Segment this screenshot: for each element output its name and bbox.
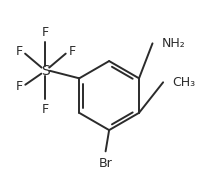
Text: F: F bbox=[68, 45, 75, 58]
Text: F: F bbox=[15, 45, 22, 58]
Text: F: F bbox=[42, 26, 49, 39]
Text: Br: Br bbox=[98, 157, 112, 170]
Text: S: S bbox=[41, 64, 50, 78]
Text: NH₂: NH₂ bbox=[161, 37, 184, 50]
Text: CH₃: CH₃ bbox=[171, 76, 194, 89]
Text: F: F bbox=[42, 103, 49, 116]
Text: F: F bbox=[15, 80, 22, 93]
